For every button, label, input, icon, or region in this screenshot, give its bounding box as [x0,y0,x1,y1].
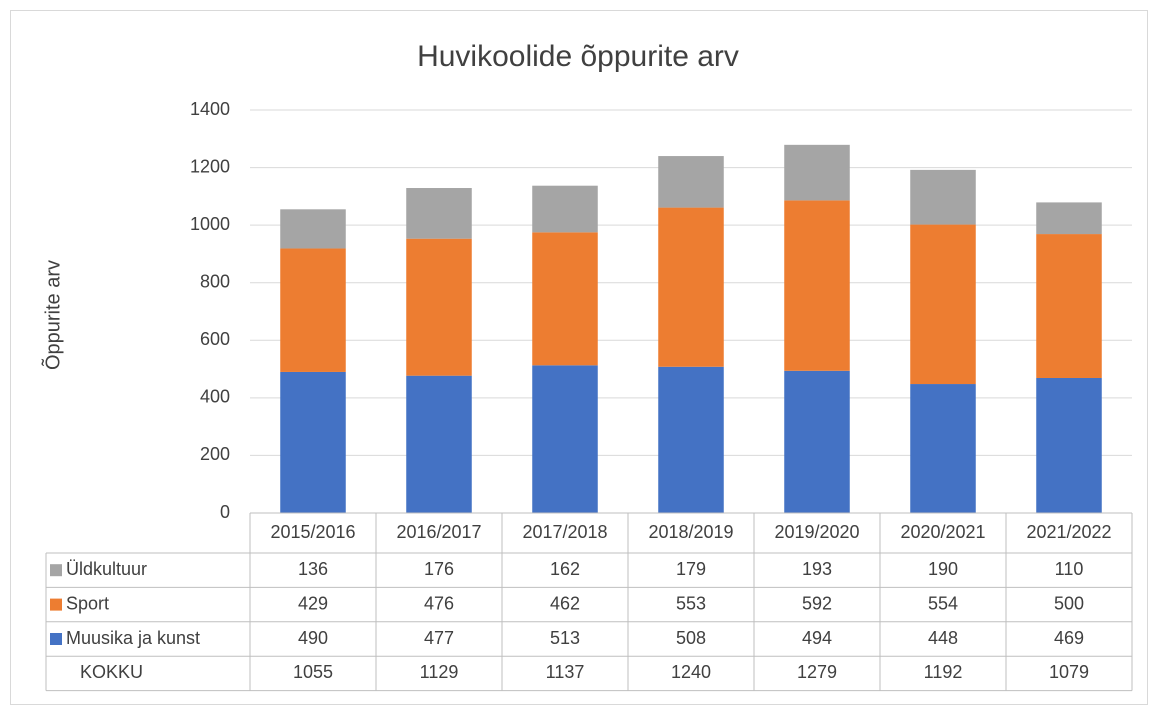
bar-segment [910,384,976,513]
y-tick-label: 200 [200,444,230,464]
legend-label: Sport [66,593,109,613]
table-value: 462 [550,593,580,613]
table-value: 476 [424,593,454,613]
legend-label: Muusika ja kunst [66,628,200,648]
table-value: 490 [298,628,328,648]
x-tick-label: 2018/2019 [648,522,733,542]
table-value: 179 [676,559,706,579]
bar-segment [1036,202,1102,235]
bar-segment [658,207,724,367]
table-value: 477 [424,628,454,648]
table-value: 110 [1055,559,1084,579]
x-tick-label: 2020/2021 [900,522,985,542]
y-tick-label: 400 [200,387,230,407]
table-value: 1137 [546,662,585,682]
table-value: 1129 [420,662,459,682]
table-value: 162 [550,559,580,579]
chart-title: Huvikoolide õppurite arv [417,40,739,73]
table-value: 553 [676,593,706,613]
table-value: 508 [676,628,706,648]
table-value: 469 [1054,628,1084,648]
bar-segment [406,238,472,376]
bar-segment [280,371,346,513]
table-value: 1192 [924,662,963,682]
x-tick-label: 2019/2020 [774,522,859,542]
table-value: 1055 [293,662,333,682]
bar-segment [658,156,724,208]
legend-key [50,598,62,611]
bar-segment [406,188,472,239]
table-value: 193 [802,559,832,579]
legend-label: Üldkultuur [66,559,147,579]
bar-segment [532,185,598,233]
y-tick-label: 800 [200,271,230,291]
bar-segment [532,365,598,513]
table-value: 190 [928,559,958,579]
x-tick-label: 2017/2018 [522,522,607,542]
bar-segment [784,370,850,513]
table-value: 136 [298,559,328,579]
bar-segment [658,366,724,513]
y-tick-label: 1000 [190,214,230,234]
bar-segment [280,209,346,249]
table-value: 429 [298,593,328,613]
x-tick-label: 2016/2017 [396,522,481,542]
bar-segment [910,224,976,385]
table-value: 554 [928,593,958,613]
x-tick-label: 2021/2022 [1026,522,1111,542]
y-tick-label: 1200 [190,156,230,176]
table-value: 494 [802,628,832,648]
table-value: 592 [802,593,832,613]
legend-key [50,633,62,645]
legend-key [50,564,62,577]
table-value: 176 [424,559,454,579]
table-value: 448 [928,628,958,648]
bar-segment [1036,234,1102,378]
bar-segment [532,232,598,366]
bar-segment [406,375,472,513]
y-tick-label: 1400 [190,99,230,119]
table-value: 1240 [671,662,711,682]
table-value: 1279 [797,662,837,682]
table-value: 500 [1054,593,1084,613]
x-tick-label: 2015/2016 [270,522,355,542]
bar-segment [280,248,346,372]
bar-segment [784,200,850,371]
totals-label: KOKKU [80,662,143,682]
y-tick-label: 600 [200,329,230,349]
y-tick-label: 0 [220,502,230,522]
bar-segment [910,169,976,225]
y-axis-title: Õppurite arv [40,260,64,370]
bar-segment [1036,377,1102,513]
bar-segment [784,144,850,201]
table-value: 1079 [1049,662,1089,682]
table-value: 513 [550,628,580,648]
